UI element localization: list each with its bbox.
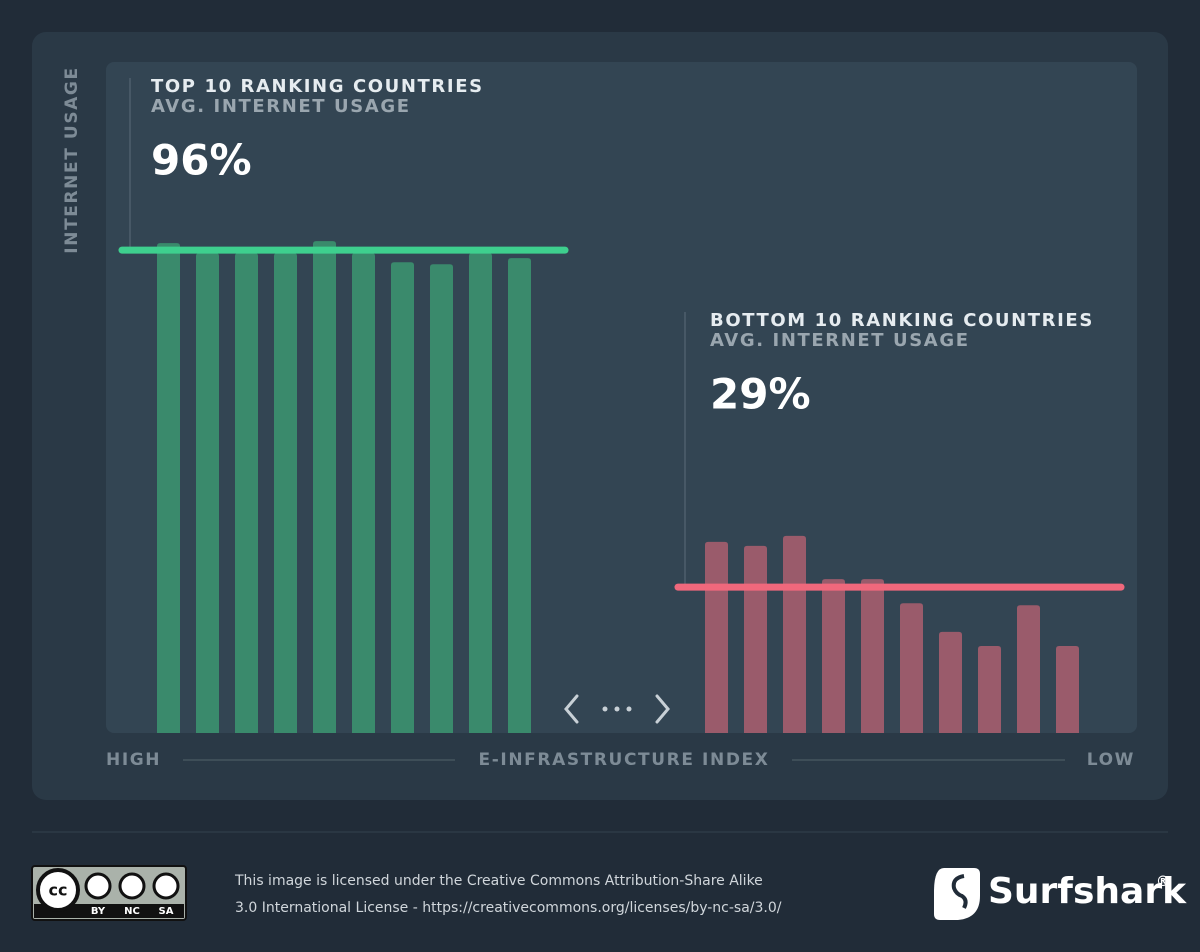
group-subtitle: AVG. INTERNET USAGE	[151, 96, 411, 117]
bar	[1056, 645, 1079, 733]
bar	[235, 253, 258, 733]
license-text: This image is licensed under the Creativ…	[234, 873, 763, 889]
plot-panel	[106, 62, 1137, 733]
bar	[861, 579, 884, 733]
group-title: BOTTOM 10 RANKING COUNTRIES	[710, 310, 1094, 331]
brand-logo: Surfshark ®	[934, 868, 1187, 920]
badge-label: SA	[159, 906, 174, 917]
bar	[469, 253, 492, 733]
brand-name: Surfshark	[988, 871, 1187, 912]
svg-text:cc: cc	[49, 881, 68, 900]
bar	[313, 241, 336, 734]
license-text: 3.0 International License - https://crea…	[235, 900, 782, 916]
x-start-label: HIGH	[106, 750, 161, 770]
bar	[1017, 605, 1040, 733]
bar	[391, 262, 414, 733]
bar	[508, 258, 531, 733]
bar	[744, 545, 767, 733]
bar	[822, 579, 845, 733]
ellipsis-nav	[564, 694, 670, 724]
bar	[352, 253, 375, 733]
bar	[978, 645, 1001, 733]
x-end-label: LOW	[1087, 750, 1135, 770]
bar	[783, 535, 806, 733]
brand-mark: ®	[1156, 874, 1170, 890]
badge-label: BY	[91, 906, 106, 917]
bar	[900, 603, 923, 733]
bar	[705, 541, 728, 733]
average-label: 29%	[710, 370, 811, 419]
badge-label: NC	[124, 906, 140, 917]
bar	[196, 253, 219, 733]
x-axis-label: E-INFRASTRUCTURE INDEX	[479, 750, 770, 770]
average-label: 96%	[151, 136, 252, 185]
cc-badge: cc BY NC SA	[31, 865, 187, 921]
y-axis-label: INTERNET USAGE	[62, 66, 82, 253]
bar	[939, 631, 962, 733]
bar	[157, 243, 180, 733]
group-subtitle: AVG. INTERNET USAGE	[710, 330, 970, 351]
group-title: TOP 10 RANKING COUNTRIES	[151, 76, 484, 97]
bar	[430, 264, 453, 733]
bar	[274, 253, 297, 733]
